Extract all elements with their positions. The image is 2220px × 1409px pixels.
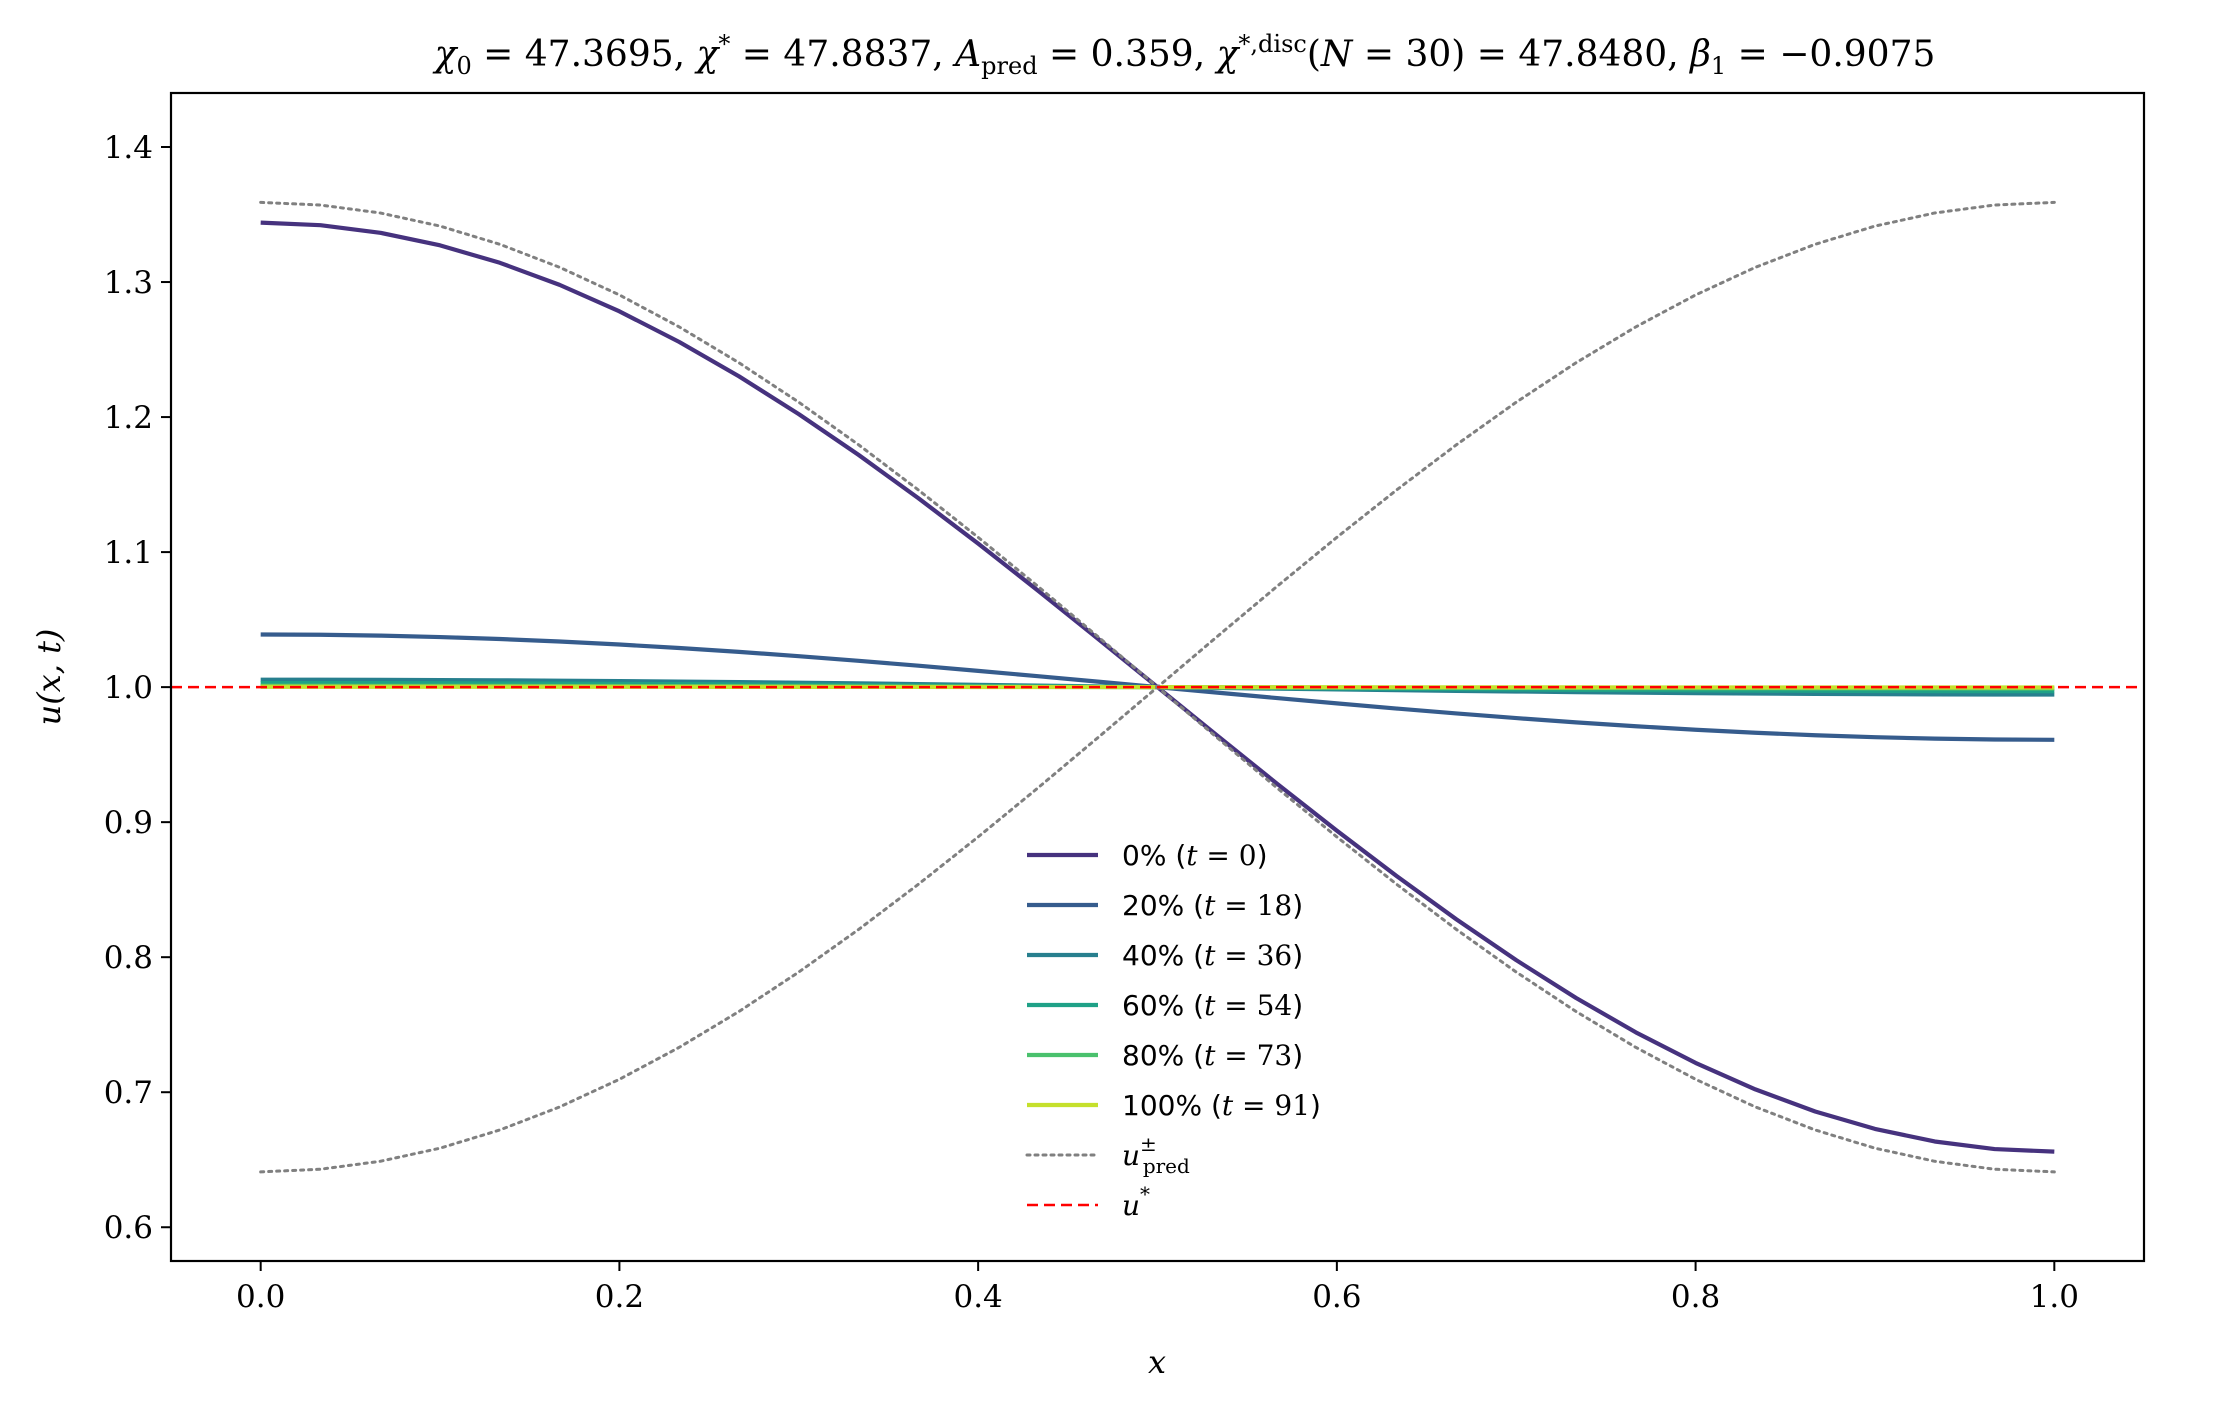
y-tick-label: 1.0 xyxy=(104,670,153,706)
legend-label: 60% (t = 54) xyxy=(1122,989,1303,1022)
legend-label: u* xyxy=(1122,1182,1150,1222)
x-tick-label: 0.8 xyxy=(1671,1279,1720,1315)
axes-frame xyxy=(169,91,2146,1263)
x-tick-label: 0.6 xyxy=(1312,1279,1361,1315)
y-tick-label: 0.9 xyxy=(104,805,153,841)
y-tick-label: 1.3 xyxy=(104,265,153,301)
plot-area xyxy=(171,200,2144,1174)
legend-label: 40% (t = 36) xyxy=(1122,939,1303,972)
legend-label: 100% (t = 91) xyxy=(1122,1089,1321,1122)
x-tick-label: 0.4 xyxy=(953,1279,1002,1315)
legend-label: 0% (t = 0) xyxy=(1122,839,1268,872)
y-tick-label: 0.8 xyxy=(104,940,153,976)
x-axis-label: x xyxy=(1148,1343,1166,1381)
y-tick-label: 0.6 xyxy=(104,1210,153,1246)
y-tick-label: 0.7 xyxy=(104,1075,153,1111)
x-tick-label: 0.2 xyxy=(595,1279,644,1315)
legend-label: 80% (t = 73) xyxy=(1122,1039,1303,1072)
y-tick-label: 1.1 xyxy=(104,535,153,571)
legend: 0% (t = 0) 20% (t = 18) 40% (t = 36) 60% (t… xyxy=(1025,839,1321,1222)
legend-label: 20% (t = 18) xyxy=(1122,889,1303,922)
y-axis-label: u(x, t) xyxy=(30,629,68,726)
y-tick-label: 1.4 xyxy=(104,130,153,166)
legend-label: u± pred xyxy=(1122,1132,1190,1178)
x-axis: 0.0 0.2 0.4 0.6 0.8 1.0 xyxy=(236,1261,2079,1315)
chart-title: χ0 = 47.3695, χ* = 47.8837, Apred = 0.35… xyxy=(432,30,1936,80)
y-axis: 0.6 0.7 0.8 0.9 1.0 1.1 1.2 1.3 1.4 xyxy=(104,130,171,1246)
y-tick-label: 1.2 xyxy=(104,400,153,436)
x-tick-label: 1.0 xyxy=(2030,1279,2079,1315)
x-tick-label: 0.0 xyxy=(236,1279,285,1315)
